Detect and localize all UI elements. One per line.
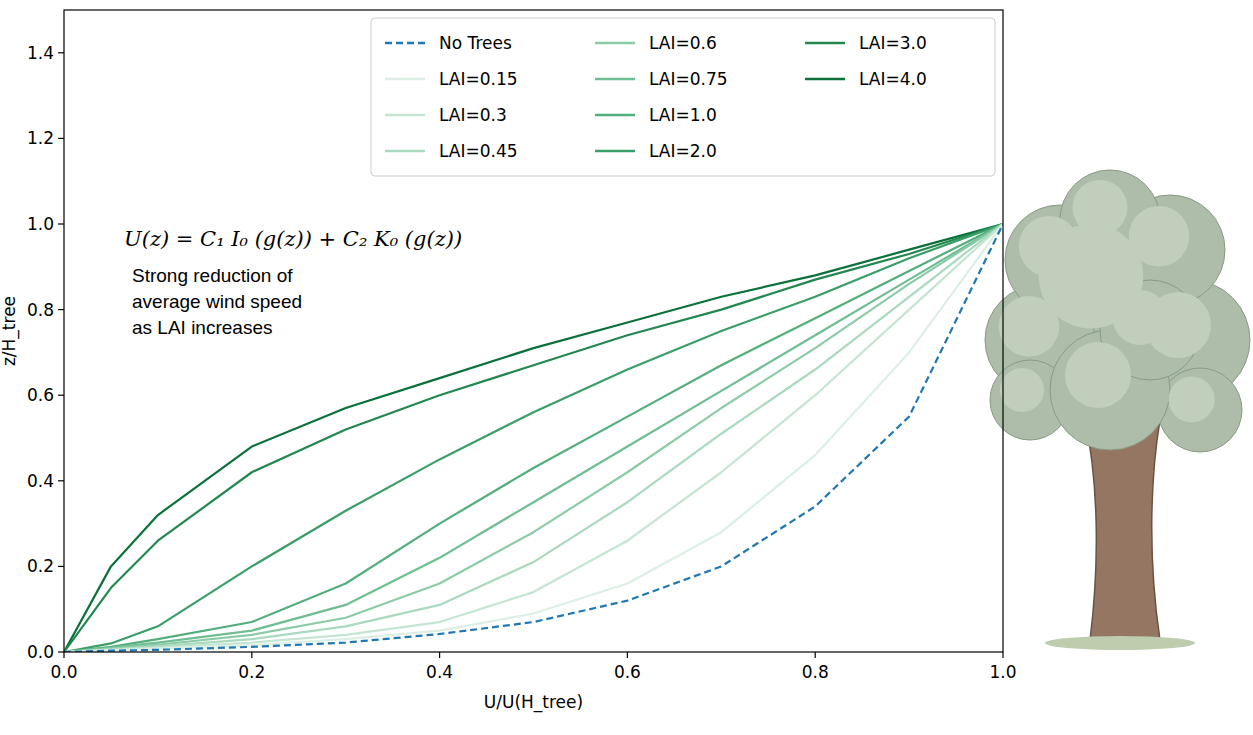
legend-label: LAI=1.0: [649, 105, 717, 125]
y-tick: [58, 480, 64, 481]
y-tick-label: 1.0: [27, 214, 54, 234]
x-tick: [627, 652, 628, 658]
legend-swatch: [805, 78, 845, 80]
tree-canopy-light: [1113, 290, 1168, 345]
x-tick-label: 0.4: [426, 662, 453, 682]
legend-label: LAI=2.0: [649, 141, 717, 161]
y-axis-title: z/H_tree: [0, 296, 20, 366]
x-tick: [251, 652, 252, 658]
legend-swatch: [595, 150, 635, 152]
x-tick-label: 1.0: [989, 662, 1016, 682]
series-line: [64, 224, 1003, 652]
series-line: [64, 224, 1003, 652]
legend-label: LAI=0.15: [439, 69, 518, 89]
x-tick-label: 0.6: [614, 662, 641, 682]
legend-label: LAI=0.6: [649, 33, 717, 53]
plot-frame: [64, 10, 1003, 652]
series-line: [64, 224, 1003, 652]
lines: [64, 224, 1003, 652]
x-tick: [815, 652, 816, 658]
legend-swatch: [595, 42, 635, 44]
legend-swatch: [385, 150, 425, 152]
y-tick: [58, 138, 64, 139]
chart: 0.0 0.2 0.4 0.6 0.8 1.0 0.0 0.2 0.4 0.6 0.8 1.0 1.2 1…: [0, 0, 1253, 735]
tree-canopy-light: [1019, 216, 1080, 277]
y-tick: [58, 566, 64, 567]
y-tick-label: 1.2: [27, 128, 54, 148]
x-tick-label: 0.2: [238, 662, 265, 682]
y-tick: [58, 651, 64, 652]
legend-swatch: [595, 78, 635, 80]
series-line: [64, 224, 1003, 652]
series-line: [64, 224, 1003, 652]
x-tick-label: 0.0: [50, 662, 77, 682]
series-line: [64, 224, 1003, 652]
plot-background: [64, 10, 1003, 652]
y-tick-label: 0.6: [27, 385, 54, 405]
legend-swatch: [805, 42, 845, 44]
tree-illustration: [985, 170, 1250, 650]
tree-canopy-light: [1073, 180, 1128, 235]
annotation-line: average wind speed: [132, 291, 302, 312]
tree-grass: [1045, 636, 1195, 650]
formula-annotation: U(z) = C₁ I₀ (g(z)) + C₂ K₀ (g(z)): [124, 227, 462, 251]
series-line: [64, 224, 1003, 652]
y-tick-label: 0.8: [27, 300, 54, 320]
y-tick: [58, 52, 64, 53]
tree-canopy-light: [1129, 206, 1190, 267]
x-tick-label: 0.8: [802, 662, 829, 682]
tree-canopy-light: [1169, 376, 1215, 422]
y-tick: [58, 395, 64, 396]
legend-label: LAI=3.0: [859, 33, 927, 53]
tree-canopy-light: [1000, 368, 1044, 412]
annotation-line: as LAI increases: [132, 317, 272, 338]
y-tick: [58, 309, 64, 310]
x-tick: [63, 652, 64, 658]
annotation-line: Strong reduction of: [132, 265, 293, 286]
legend: No Trees LAI=0.15 LAI=0.3 LAI=0.45 LAI=0.6 LA…: [371, 18, 995, 176]
legend-swatch: [595, 114, 635, 116]
legend-label: LAI=0.45: [439, 141, 518, 161]
legend-label: LAI=0.3: [439, 105, 507, 125]
series-line: [64, 224, 1003, 652]
tree-canopy-light: [1065, 342, 1131, 408]
x-tick: [1002, 652, 1003, 658]
series-line: [64, 224, 1003, 652]
legend-label: LAI=0.75: [649, 69, 728, 89]
legend-label: LAI=4.0: [859, 69, 927, 89]
y-tick-label: 0.0: [27, 642, 54, 662]
legend-label: No Trees: [439, 33, 512, 53]
text-annotation: Strong reduction of average wind speed as …: [132, 265, 302, 338]
y-tick: [58, 223, 64, 224]
legend-swatch: [385, 114, 425, 116]
legend-box: [371, 18, 995, 176]
series-line: [64, 224, 1003, 652]
legend-swatch: [385, 42, 425, 44]
x-tick: [439, 652, 440, 658]
y-tick-label: 0.4: [27, 471, 54, 491]
y-tick-label: 1.4: [27, 43, 54, 63]
legend-swatch: [385, 78, 425, 80]
tree-canopy: [1158, 368, 1242, 452]
tree-canopy-light: [999, 296, 1060, 357]
x-axis-title: U/U(H_tree): [484, 692, 583, 713]
y-tick-label: 0.2: [27, 556, 54, 576]
